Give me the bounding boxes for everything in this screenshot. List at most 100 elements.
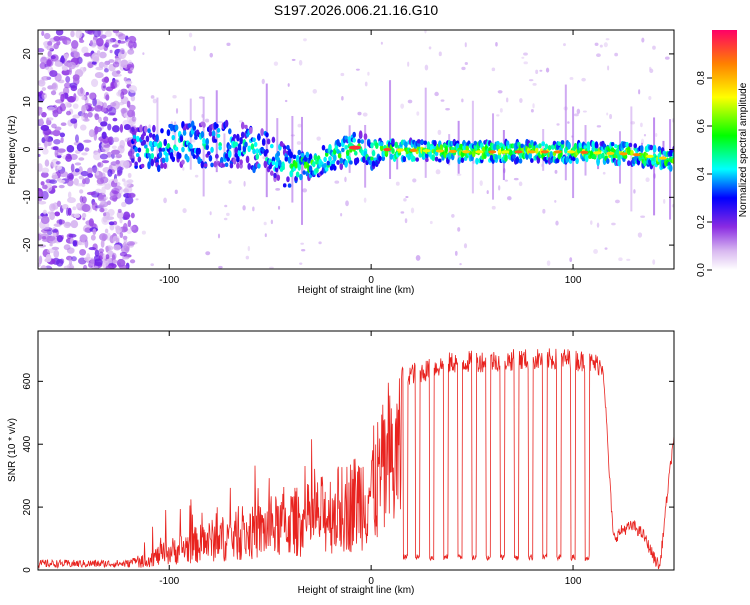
heatmap-cell [111, 153, 115, 159]
heatmap-cell [379, 142, 384, 147]
heatmap-cell [663, 199, 666, 204]
heatmap-cell [111, 145, 117, 149]
heatmap-cell [295, 154, 300, 162]
heatmap-cell [496, 140, 500, 146]
heatmap-cell [63, 265, 73, 269]
heatmap-cell [240, 131, 245, 139]
heatmap-cell [102, 102, 107, 108]
heatmap-cell [115, 159, 120, 165]
heatmap-cell [416, 111, 420, 116]
snr-y-tick-label: 600 [22, 373, 33, 390]
colorbar-tick-label: 0.8 [696, 71, 707, 85]
heatmap-cell [47, 117, 54, 121]
heatmap-cell [172, 94, 177, 99]
heatmap-cell [41, 226, 50, 230]
heatmap-cell [51, 185, 58, 189]
heatmap-cell [134, 146, 138, 153]
heatmap-cell [299, 173, 303, 181]
heatmap-cell [53, 35, 61, 42]
heatmap-cell [55, 160, 61, 165]
heatmap-cell [150, 263, 154, 267]
heatmap-cell [142, 139, 147, 145]
heatmap-cell [70, 220, 79, 229]
heatmap-cell [128, 85, 138, 94]
heatmap-cell [652, 259, 656, 265]
heatmap-cell [99, 153, 108, 160]
heatmap-cell [53, 249, 60, 259]
heatmap-cell [141, 230, 146, 235]
heatmap-cell [671, 203, 674, 208]
heatmap-cell [404, 218, 408, 224]
heatmap-cell [614, 199, 620, 204]
heatmap-cell [40, 265, 47, 269]
heatmap-cell [77, 242, 86, 246]
heatmap-cell [73, 178, 79, 186]
heatmap-cell [194, 135, 198, 140]
snr-x-tick-label: -100 [159, 576, 179, 587]
heatmap-cell [204, 118, 210, 123]
heatmap-cell [88, 218, 94, 227]
heatmap-cell [104, 68, 109, 73]
heatmap-cell [112, 117, 118, 122]
heatmap-cell [119, 48, 125, 55]
heatmap-cell [116, 210, 124, 219]
spectrogram-y-tick-label: 20 [22, 48, 33, 60]
heatmap-cell [160, 128, 164, 134]
heatmap-cell [127, 219, 132, 228]
heatmap-cell [88, 129, 95, 138]
heatmap-cell [263, 221, 267, 226]
heatmap-cell [565, 155, 570, 163]
heatmap-cell [191, 139, 196, 143]
heatmap-cell [217, 233, 221, 239]
heatmap-cell [163, 197, 167, 204]
heatmap-cell [70, 256, 77, 262]
heatmap-cell [379, 144, 384, 152]
heatmap-cell [56, 106, 63, 115]
heatmap-cell [63, 82, 72, 89]
heatmap-cell [49, 203, 56, 212]
heatmap-cell [286, 176, 290, 183]
heatmap-cell [137, 156, 142, 163]
heatmap-cell [605, 158, 610, 164]
heatmap-cell [44, 159, 50, 167]
heatmap-cell [38, 48, 45, 53]
heatmap-cell [103, 116, 109, 122]
snr-y-tick-label: 400 [22, 435, 33, 452]
heatmap-cell [114, 185, 122, 191]
heatmap-cell [117, 208, 122, 214]
heatmap-cell [651, 160, 655, 165]
heatmap-cell [124, 196, 134, 205]
heatmap-cell [174, 121, 177, 157]
heatmap-cell [78, 175, 84, 180]
heatmap-cell [534, 147, 539, 154]
heatmap-cell [107, 136, 113, 144]
heatmap-cell [431, 154, 436, 162]
heatmap-cell [355, 157, 360, 164]
heatmap-cell [444, 145, 449, 154]
heatmap-cell [107, 208, 115, 216]
heatmap-cell [363, 133, 368, 140]
heatmap-cell [106, 200, 112, 206]
heatmap-cell [223, 133, 226, 154]
heatmap-cell [412, 155, 416, 162]
spectrogram-y-tick-label: 10 [22, 96, 33, 108]
heatmap-cell [425, 157, 429, 163]
heatmap-cell [55, 30, 64, 36]
heatmap-cell [210, 162, 214, 168]
heatmap-cell [521, 56, 525, 59]
heatmap-cell [105, 265, 113, 269]
heatmap-cell [318, 241, 322, 245]
heatmap-cell [81, 196, 87, 204]
heatmap-cell [38, 255, 43, 265]
heatmap-cell [532, 82, 537, 86]
heatmap-cell [116, 258, 126, 267]
heatmap-cell [112, 30, 120, 34]
heatmap-cell [239, 120, 243, 123]
heatmap-cell [499, 108, 503, 113]
snr-y-label: SNR (10 * v/v) [7, 418, 18, 482]
heatmap-cell [348, 145, 361, 150]
heatmap-cell [276, 174, 281, 182]
heatmap-cell [104, 228, 109, 234]
heatmap-cell [83, 52, 92, 57]
